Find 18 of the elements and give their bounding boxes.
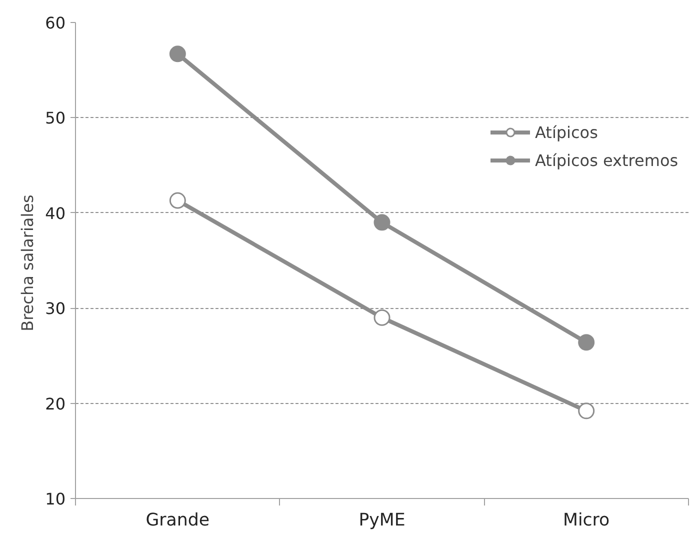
point <box>374 214 390 231</box>
point <box>578 334 595 351</box>
legend-label: Atípicos <box>535 122 598 142</box>
x-tick-label: PyME <box>358 510 406 530</box>
x-tick-label: Micro <box>563 510 610 530</box>
y-tick-label: 30 <box>45 299 66 318</box>
point <box>578 402 595 420</box>
point <box>169 192 186 209</box>
y-tick-label: 20 <box>45 394 66 414</box>
y-tick-label: 60 <box>45 14 66 32</box>
y-axis-title: Brecha salariales <box>18 194 38 332</box>
point <box>374 309 390 326</box>
y-tick-label: 10 <box>45 490 66 508</box>
x-tick-label: Grande <box>146 510 210 530</box>
legend-label: Atípicos extremos <box>535 150 678 170</box>
y-tick-label: 40 <box>45 204 66 223</box>
point <box>169 46 186 62</box>
y-tick-label: 50 <box>45 108 66 128</box>
